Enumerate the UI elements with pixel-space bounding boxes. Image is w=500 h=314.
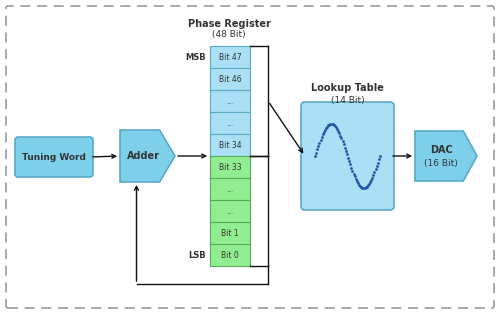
Text: Adder: Adder <box>126 151 160 161</box>
Bar <box>210 156 250 178</box>
Text: Lookup Table: Lookup Table <box>311 83 384 93</box>
Text: MSB: MSB <box>186 52 206 62</box>
Text: Bit 34: Bit 34 <box>218 140 242 149</box>
Polygon shape <box>415 131 477 181</box>
Text: (14 Bit): (14 Bit) <box>330 95 364 105</box>
Bar <box>210 90 250 112</box>
Text: Phase Register: Phase Register <box>188 19 270 29</box>
Text: ...: ... <box>226 96 234 106</box>
Bar <box>210 222 250 244</box>
Text: ...: ... <box>226 207 234 215</box>
Bar <box>210 68 250 90</box>
FancyBboxPatch shape <box>15 137 93 177</box>
Bar <box>210 200 250 222</box>
Text: Tuning Word: Tuning Word <box>22 153 86 161</box>
Text: DAC: DAC <box>430 145 452 155</box>
Text: Bit 33: Bit 33 <box>218 163 242 171</box>
Bar <box>210 178 250 200</box>
Text: LSB: LSB <box>188 251 206 259</box>
Text: Bit 47: Bit 47 <box>218 52 242 62</box>
Bar <box>210 244 250 266</box>
FancyBboxPatch shape <box>301 102 394 210</box>
Bar <box>210 134 250 156</box>
Text: Bit 46: Bit 46 <box>218 74 242 84</box>
Bar <box>210 112 250 134</box>
Text: ...: ... <box>226 118 234 127</box>
Text: Bit 1: Bit 1 <box>221 229 239 237</box>
Text: Bit 0: Bit 0 <box>221 251 239 259</box>
Text: (16 Bit): (16 Bit) <box>424 159 458 168</box>
Bar <box>210 46 250 68</box>
Text: (48 Bit): (48 Bit) <box>212 30 246 39</box>
Text: ...: ... <box>226 185 234 193</box>
Polygon shape <box>120 130 175 182</box>
